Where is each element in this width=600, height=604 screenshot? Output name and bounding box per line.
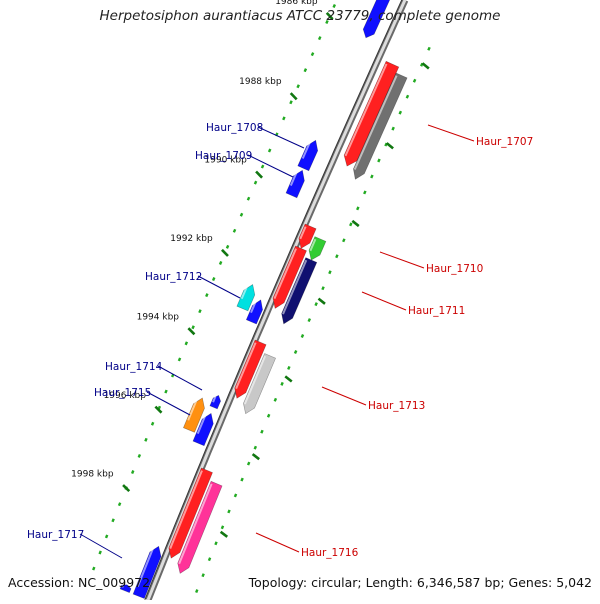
gene-label[interactable]: Haur_1714 [105,361,163,373]
gene-partial-top[interactable] [362,0,392,39]
label-leaders [79,124,475,559]
gene-haur-1711[interactable] [272,245,307,309]
gene-haur-1713[interactable] [234,339,267,399]
gene-haur-1716[interactable] [168,467,213,559]
topology-summary: Topology: circular; Length: 6,346,587 bp… [248,575,592,590]
scale-label: 1998 kbp [71,470,114,480]
gene-label[interactable]: Haur_1711 [408,305,465,317]
gene-haur-1711[interactable] [281,257,318,325]
gene-label[interactable]: Haur_1709 [195,150,252,162]
scale-ticks: 1986 kbp 1988 kbp 1990 kbp 1992 kbp 1994 kbp… [71,0,431,594]
scale-label: 1986 kbp [275,0,318,7]
gene-haur-1707[interactable] [343,60,400,167]
gene-haur-1707[interactable] [353,72,408,180]
gene-haur-1713[interactable] [243,353,276,415]
gene-label[interactable]: Haur_1712 [145,271,202,283]
backbone [144,0,409,602]
gene-label[interactable]: Haur_1715 [94,387,151,399]
gene-label[interactable]: Haur_1710 [426,263,483,275]
gene-haur-1716[interactable] [177,480,223,574]
gene-label[interactable]: Haur_1707 [476,136,533,148]
gene-label[interactable]: Haur_1708 [206,122,263,134]
scale-label: 1992 kbp [170,234,213,244]
accession-text: Accession: NC_009972 [8,575,151,590]
labels: Haur_1707 Haur_1708 Haur_1709 Haur_1710 Haur… [27,122,533,559]
gene-label[interactable]: Haur_1713 [368,400,425,412]
map-title: Herpetosiphon aurantiacus ATCC 23779, co… [99,8,501,24]
scale-label: 1990 kbp [204,156,247,166]
scale-label: 1996 kbp [104,391,147,401]
scale-label: 1988 kbp [239,77,282,87]
gene-label[interactable]: Haur_1716 [301,547,359,559]
gene-label[interactable]: Haur_1717 [27,529,84,541]
scale-label: 1994 kbp [137,312,180,322]
gene-features [119,0,408,599]
